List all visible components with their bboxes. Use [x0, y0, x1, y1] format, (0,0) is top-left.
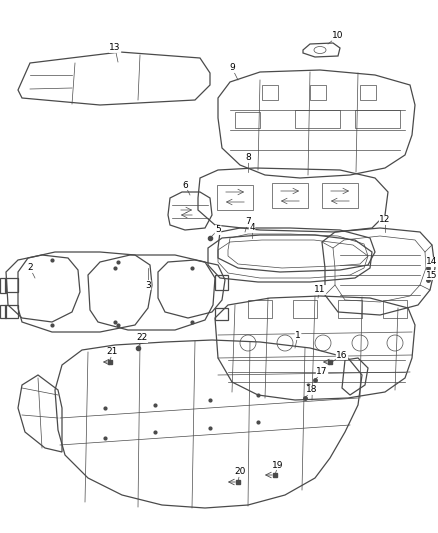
Text: 21: 21 — [106, 348, 118, 357]
Text: 14: 14 — [426, 257, 438, 266]
Text: 4: 4 — [249, 223, 255, 232]
Text: 19: 19 — [272, 461, 284, 470]
Text: 6: 6 — [182, 181, 188, 190]
Text: 8: 8 — [245, 154, 251, 163]
Text: 10: 10 — [332, 31, 344, 41]
Text: 20: 20 — [234, 467, 246, 477]
Text: 3: 3 — [145, 280, 151, 289]
Text: 9: 9 — [229, 63, 235, 72]
Text: 1: 1 — [295, 330, 301, 340]
Text: 22: 22 — [136, 334, 148, 343]
Text: 12: 12 — [379, 215, 391, 224]
Text: 11: 11 — [314, 286, 326, 295]
Text: 2: 2 — [27, 263, 33, 272]
Text: 16: 16 — [336, 351, 348, 359]
Text: 7: 7 — [245, 217, 251, 227]
Text: 18: 18 — [306, 385, 318, 394]
Text: 15: 15 — [426, 271, 438, 279]
Text: 5: 5 — [215, 225, 221, 235]
Text: 13: 13 — [109, 44, 121, 52]
Text: 17: 17 — [316, 367, 328, 376]
